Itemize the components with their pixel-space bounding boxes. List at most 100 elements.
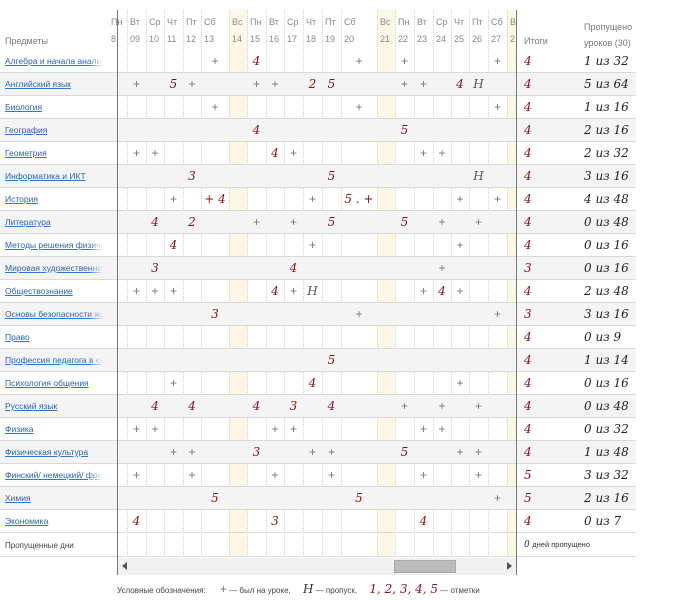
subject-link[interactable]: Методы решения физических задач bbox=[5, 240, 103, 250]
mark-cell[interactable]: + bbox=[419, 468, 427, 482]
mark-cell[interactable]: 4 bbox=[151, 399, 159, 413]
mark-cell[interactable]: 4 bbox=[169, 238, 178, 252]
mark-cell[interactable]: 4 bbox=[151, 215, 159, 229]
mark-cell[interactable]: + bbox=[132, 146, 140, 160]
mark-cell[interactable]: + bbox=[474, 215, 482, 229]
subject-link[interactable]: Профессия педагога в современном мире bbox=[5, 355, 103, 365]
mark-cell[interactable]: + bbox=[117, 73, 127, 96]
mark-cell[interactable]: 4 bbox=[289, 261, 298, 275]
mark-cell[interactable]: + bbox=[419, 422, 427, 436]
subject-link[interactable]: Мировая художественная культура bbox=[5, 263, 103, 273]
mark-cell[interactable]: Н bbox=[307, 284, 318, 298]
mark-cell[interactable]: + bbox=[438, 261, 446, 275]
mark-cell[interactable]: + bbox=[132, 422, 140, 436]
mark-cell[interactable]: + bbox=[438, 215, 446, 229]
mark-cell[interactable]: + bbox=[169, 376, 177, 390]
mark-cell[interactable]: 2 bbox=[308, 77, 317, 91]
mark-cell[interactable]: + bbox=[355, 307, 363, 321]
mark-cell[interactable]: + bbox=[151, 422, 159, 436]
mark-cell[interactable]: 4 bbox=[117, 50, 127, 73]
mark-cell[interactable]: 5 bbox=[327, 77, 336, 91]
mark-cell[interactable]: + bbox=[169, 284, 177, 298]
mark-cell[interactable]: 5 bbox=[327, 169, 336, 183]
mark-cell[interactable]: + bbox=[327, 468, 335, 482]
mark-cell[interactable]: 4 bbox=[252, 123, 261, 137]
mark-cell[interactable]: + bbox=[400, 399, 408, 413]
mark-cell[interactable]: 4 bbox=[456, 77, 464, 91]
mark-cell[interactable]: + bbox=[355, 100, 363, 114]
mark-cell[interactable]: + bbox=[188, 77, 196, 91]
subject-link[interactable]: Обществознание bbox=[5, 286, 103, 296]
subject-link[interactable]: География bbox=[5, 125, 103, 135]
mark-cell[interactable]: + bbox=[456, 284, 464, 298]
mark-cell[interactable]: + bbox=[169, 445, 177, 459]
mark-cell[interactable]: + bbox=[211, 54, 219, 68]
horizontal-scrollbar[interactable] bbox=[118, 558, 516, 575]
mark-cell[interactable]: + bbox=[289, 215, 297, 229]
mark-cell[interactable]: + bbox=[493, 100, 501, 114]
mark-cell[interactable]: 4 bbox=[252, 54, 261, 68]
mark-cell[interactable]: + bbox=[132, 77, 140, 91]
subject-link[interactable]: Право bbox=[5, 332, 103, 342]
mark-cell[interactable]: + bbox=[117, 395, 127, 418]
mark-cell[interactable]: + bbox=[493, 192, 501, 206]
mark-cell[interactable]: 3 bbox=[151, 261, 159, 275]
mark-cell[interactable]: + bbox=[289, 422, 297, 436]
mark-cell[interactable]: + bbox=[151, 146, 159, 160]
mark-cell[interactable]: + bbox=[438, 146, 446, 160]
mark-cell[interactable]: + bbox=[474, 445, 482, 459]
mark-cell[interactable]: + bbox=[456, 445, 464, 459]
mark-cell[interactable]: + bbox=[493, 54, 501, 68]
mark-cell[interactable]: 4 bbox=[252, 399, 261, 413]
scrollbar-thumb[interactable] bbox=[393, 560, 456, 573]
mark-cell[interactable]: + bbox=[271, 422, 279, 436]
mark-cell[interactable]: 5 . + bbox=[344, 192, 374, 206]
mark-cell[interactable]: 4 bbox=[271, 146, 279, 160]
mark-cell[interactable]: + bbox=[169, 192, 177, 206]
mark-cell[interactable]: 3 bbox=[289, 399, 298, 413]
scroll-right-arrow-icon[interactable] bbox=[507, 562, 512, 570]
mark-cell[interactable]: 3 bbox=[117, 211, 127, 234]
mark-cell[interactable]: + bbox=[493, 307, 501, 321]
mark-cell[interactable]: 3 bbox=[252, 445, 261, 459]
mark-cell[interactable]: 4 bbox=[327, 399, 336, 413]
scroll-left-arrow-icon[interactable] bbox=[122, 562, 127, 570]
mark-cell[interactable]: + bbox=[327, 445, 335, 459]
subject-link[interactable]: История bbox=[5, 194, 103, 204]
mark-cell[interactable]: + bbox=[355, 54, 363, 68]
mark-cell[interactable]: + bbox=[474, 399, 482, 413]
mark-cell[interactable]: 3 bbox=[117, 441, 127, 464]
mark-cell[interactable]: + bbox=[188, 468, 196, 482]
mark-cell[interactable]: + bbox=[438, 422, 446, 436]
mark-cell[interactable]: + bbox=[211, 100, 219, 114]
mark-cell[interactable]: 5 bbox=[327, 353, 336, 367]
mark-cell[interactable]: 4 bbox=[188, 399, 196, 413]
mark-cell[interactable]: + bbox=[132, 468, 140, 482]
mark-cell[interactable]: + bbox=[132, 284, 140, 298]
mark-cell[interactable]: + bbox=[271, 77, 279, 91]
mark-cell[interactable]: + bbox=[289, 284, 297, 298]
mark-cell[interactable]: + bbox=[308, 445, 316, 459]
mark-cell[interactable]: 3 bbox=[188, 169, 196, 183]
mark-cell[interactable]: + 4 bbox=[204, 192, 226, 206]
mark-cell[interactable]: 4 bbox=[419, 514, 428, 528]
mark-cell[interactable]: 5 bbox=[400, 123, 409, 137]
mark-cell[interactable]: + bbox=[438, 399, 446, 413]
subject-link[interactable]: Химия bbox=[5, 493, 103, 503]
mark-cell[interactable]: + bbox=[400, 77, 408, 91]
mark-cell[interactable]: 4 bbox=[132, 514, 141, 528]
subject-link[interactable]: Английский язык bbox=[5, 79, 103, 89]
mark-cell[interactable]: 4 bbox=[308, 376, 317, 390]
mark-cell[interactable]: 4 bbox=[271, 284, 279, 298]
subject-link[interactable]: Геометрия bbox=[5, 148, 103, 158]
mark-cell[interactable]: Н bbox=[473, 169, 484, 183]
mark-cell[interactable]: 3 bbox=[271, 514, 279, 528]
mark-cell[interactable]: + bbox=[308, 238, 316, 252]
subject-link[interactable]: Основы безопасности жизнедеятельности bbox=[5, 309, 103, 319]
mark-cell[interactable]: + bbox=[419, 284, 427, 298]
mark-cell[interactable]: + bbox=[493, 491, 501, 505]
mark-cell[interactable]: 4 bbox=[438, 284, 446, 298]
subject-link[interactable]: Литература bbox=[5, 217, 103, 227]
mark-cell[interactable]: + bbox=[474, 468, 482, 482]
mark-cell[interactable]: + bbox=[456, 376, 464, 390]
